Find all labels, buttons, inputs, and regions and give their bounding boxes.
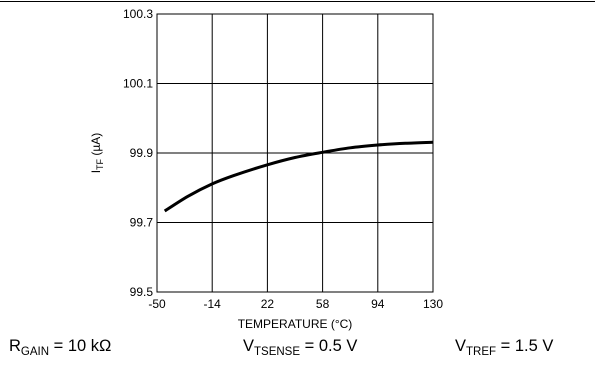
y-tick-label: 99.9 xyxy=(130,146,154,160)
x-tick-label: 58 xyxy=(316,297,330,311)
condition-vtref-sub: TREF xyxy=(466,346,497,358)
condition-rgain: RGAIN = 10 kΩ xyxy=(9,337,112,358)
condition-vtref-value: = 1.5 V xyxy=(496,337,554,355)
y-axis-title-main: I xyxy=(89,170,103,173)
x-tick-labels: -50 -14 22 58 94 130 xyxy=(148,297,443,311)
plot-frame xyxy=(156,13,434,293)
condition-vtsense-value: = 0.5 V xyxy=(300,337,358,355)
y-tick-label: 100.3 xyxy=(123,7,153,21)
y-tick-label: 99.5 xyxy=(130,285,154,299)
x-tick-label: -50 xyxy=(148,297,166,311)
temperature-current-chart: 99.5 99.7 99.9 100.1 100.3 -50 -14 22 58 94 130 T… xyxy=(89,7,443,331)
condition-rgain-sub: GAIN xyxy=(20,346,50,358)
y-axis-title: ITF (µA) xyxy=(89,133,105,174)
x-tick-label: -14 xyxy=(204,297,222,311)
grid-lines xyxy=(157,14,433,292)
condition-vtsense-main: V xyxy=(243,337,255,355)
condition-rgain-main: R xyxy=(9,337,21,355)
y-tick-labels: 99.5 99.7 99.9 100.1 100.3 xyxy=(123,7,153,299)
top-rule xyxy=(0,1,595,2)
x-axis-title: TEMPERATURE (°C) xyxy=(238,317,353,331)
condition-vtref: VTREF = 1.5 V xyxy=(455,337,554,358)
y-axis-title-sub: TF xyxy=(95,158,105,169)
y-axis-title-unit: (µA) xyxy=(89,133,103,159)
condition-vtref-main: V xyxy=(455,337,467,355)
y-tick-label: 99.7 xyxy=(130,216,154,230)
y-tick-label: 100.1 xyxy=(123,77,153,91)
condition-rgain-value: = 10 kΩ xyxy=(49,337,112,355)
series-line xyxy=(163,140,434,213)
condition-vtsense: VTSENSE = 0.5 V xyxy=(243,337,358,358)
x-tick-label: 94 xyxy=(371,297,385,311)
x-tick-label: 130 xyxy=(423,297,443,311)
condition-vtsense-sub: TSENSE xyxy=(254,346,301,358)
x-tick-label: 22 xyxy=(261,297,275,311)
